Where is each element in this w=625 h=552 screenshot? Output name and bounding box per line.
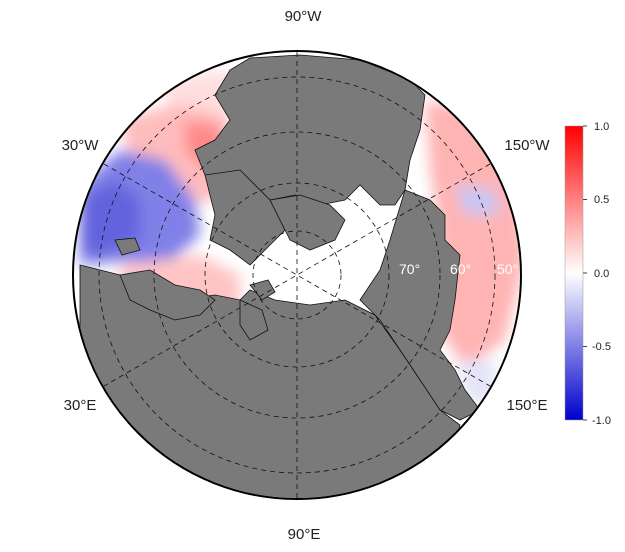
anomaly-pacific-blue bbox=[455, 185, 500, 215]
lon-label-upper-left: 30°W bbox=[62, 137, 100, 154]
land-alaska-siberia-east bbox=[359, 189, 481, 421]
colorbar: 1.0 0.5 0.0 -0.5 -1.0 bbox=[564, 121, 611, 427]
parallel-60 bbox=[153, 131, 441, 419]
lat-label-60: 60° bbox=[450, 261, 471, 277]
parallel-50 bbox=[98, 76, 496, 474]
meridian-150 bbox=[103, 163, 491, 387]
map-frame bbox=[72, 50, 522, 500]
land-north-america bbox=[194, 54, 426, 206]
land-masses bbox=[79, 54, 481, 498]
colorbar-label-0: 0.0 bbox=[594, 268, 609, 280]
graticule bbox=[98, 52, 496, 498]
colorbar-ticks bbox=[583, 125, 587, 421]
land-iceland bbox=[114, 237, 141, 256]
lat-label-80: 80° bbox=[350, 261, 371, 277]
colorbar-label-neg1: -1.0 bbox=[592, 415, 611, 427]
colorbar-label-0.5: 0.5 bbox=[594, 194, 609, 206]
lon-label-lower-left: 30°E bbox=[64, 397, 97, 414]
lon-label-bottom: 90°E bbox=[288, 526, 321, 543]
meridian-30 bbox=[103, 163, 491, 387]
colorbar-gradient bbox=[564, 125, 584, 421]
land-scandinavia bbox=[119, 269, 216, 321]
land-greenland bbox=[204, 169, 286, 266]
lon-label-upper-right: 150°W bbox=[504, 137, 550, 154]
colorbar-label-neg0.5: -0.5 bbox=[592, 341, 611, 353]
land-novaya-zemlya bbox=[239, 299, 269, 341]
anomaly-north-atlantic-deep-blue bbox=[80, 180, 140, 255]
land-canadian-archipelago bbox=[269, 194, 346, 251]
lat-label-50: 50° bbox=[497, 261, 518, 277]
lon-label-top: 90°W bbox=[285, 8, 323, 25]
lon-label-lower-right: 150°E bbox=[506, 397, 547, 414]
colorbar-label-1: 1.0 bbox=[594, 121, 609, 133]
lat-label-70: 70° bbox=[399, 261, 420, 277]
parallel-80 bbox=[252, 230, 342, 320]
